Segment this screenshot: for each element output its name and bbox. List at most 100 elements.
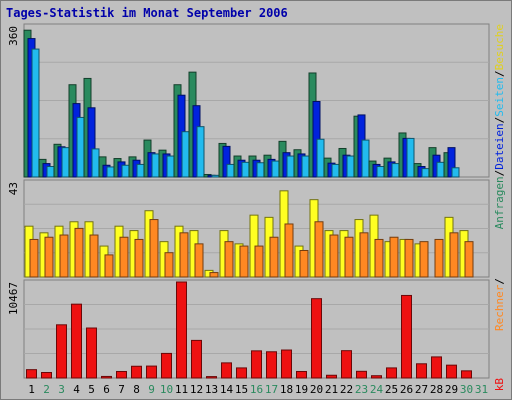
bar-bottom-kb-day-23 <box>356 370 367 379</box>
bar-middle-rechner-day-1 <box>29 238 39 278</box>
bar-top-seiten-day-1 <box>31 48 40 178</box>
bar-bottom-kb-day-30 <box>461 370 472 379</box>
right-axis-label-bottom: kB <box>493 378 506 392</box>
bar-bottom-kb-day-27 <box>416 363 427 379</box>
bar-top-seiten-day-2 <box>46 166 55 178</box>
bar-top-seiten-day-27 <box>421 168 430 178</box>
bar-bottom-kb-day-16 <box>251 350 262 379</box>
bar-top-seiten-day-11 <box>181 131 190 178</box>
day-tick-label-26: 26 <box>400 383 413 396</box>
right-axis-label-top-part: Seiten <box>493 77 506 117</box>
bar-bottom-kb-day-26 <box>401 294 412 379</box>
bar-top-seiten-day-22 <box>346 155 355 178</box>
bar-top-seiten-day-4 <box>76 116 85 178</box>
bar-bottom-kb-day-3 <box>56 324 67 379</box>
bar-bottom-kb-day-9 <box>146 365 157 379</box>
day-tick-label-5: 5 <box>88 383 95 396</box>
bar-top-seiten-day-18 <box>286 155 295 178</box>
bar-top-seiten-day-20 <box>316 138 325 178</box>
day-tick-label-15: 15 <box>235 383 248 396</box>
day-tick-label-9: 9 <box>148 383 155 396</box>
day-tick-label-3: 3 <box>58 383 65 396</box>
day-tick-label-29: 29 <box>445 383 458 396</box>
bar-middle-rechner-day-17 <box>269 236 279 278</box>
bar-bottom-kb-day-4 <box>71 303 82 379</box>
bar-bottom-kb-day-25 <box>386 367 397 379</box>
right-axis-label-middle-part: Rechner <box>493 284 506 331</box>
bar-top-seiten-day-15 <box>241 161 250 178</box>
bar-top-seiten-day-28 <box>436 161 445 178</box>
bar-bottom-kb-day-10 <box>161 352 172 379</box>
day-tick-label-11: 11 <box>175 383 188 396</box>
bar-bottom-kb-day-2 <box>41 371 52 379</box>
day-tick-label-10: 10 <box>160 383 173 396</box>
bar-middle-rechner-day-3 <box>59 234 69 278</box>
bar-top-seiten-day-25 <box>391 163 400 178</box>
bar-bottom-kb-day-17 <box>266 351 277 379</box>
bar-bottom-kb-day-11 <box>176 281 187 379</box>
bar-top-seiten-day-13 <box>211 174 220 178</box>
day-tick-label-21: 21 <box>325 383 338 396</box>
bar-middle-rechner-day-9 <box>149 219 159 278</box>
bar-middle-rechner-day-28 <box>434 238 444 278</box>
day-tick-label-14: 14 <box>220 383 234 396</box>
day-tick-label-24: 24 <box>370 383 384 396</box>
bar-top-seiten-day-7 <box>121 164 130 178</box>
bar-bottom-kb-day-13 <box>206 376 217 379</box>
bar-bottom-kb-day-28 <box>431 356 442 379</box>
bar-top-seiten-day-5 <box>91 148 100 178</box>
panel-top-max-label: 360 <box>7 26 20 46</box>
bar-middle-rechner-day-16 <box>254 245 264 278</box>
bar-middle-rechner-day-4 <box>74 227 84 278</box>
right-axis-label-top-part: / <box>493 70 506 77</box>
day-tick-label-18: 18 <box>280 383 293 396</box>
bar-top-seiten-day-17 <box>271 160 280 178</box>
bar-bottom-kb-day-21 <box>326 374 337 379</box>
right-axis-label-bottom-part: kB <box>493 378 506 392</box>
day-tick-label-16: 16 <box>250 383 263 396</box>
bar-middle-rechner-day-10 <box>164 252 174 278</box>
panel-bottom-max-label: 10467 <box>7 282 20 315</box>
bar-bottom-kb-day-24 <box>371 375 382 379</box>
bar-top-seiten-day-8 <box>136 163 145 178</box>
bar-bottom-kb-day-20 <box>311 298 322 379</box>
day-tick-label-17: 17 <box>265 383 278 396</box>
bar-middle-rechner-day-21 <box>329 234 339 278</box>
day-tick-label-8: 8 <box>133 383 140 396</box>
day-tick-label-23: 23 <box>355 383 368 396</box>
bar-middle-rechner-day-14 <box>224 241 234 278</box>
day-tick-label-12: 12 <box>190 383 203 396</box>
bar-top-seiten-day-29 <box>451 167 460 178</box>
day-tick-label-28: 28 <box>430 383 443 396</box>
bar-top-seiten-day-10 <box>166 155 175 178</box>
day-tick-label-2: 2 <box>43 383 50 396</box>
bar-bottom-kb-day-19 <box>296 370 307 379</box>
bar-bottom-kb-day-1 <box>26 369 37 379</box>
bar-middle-rechner-day-23 <box>359 232 369 278</box>
bar-top-seiten-day-21 <box>331 163 340 178</box>
bar-top-seiten-day-19 <box>301 155 310 178</box>
right-axis-label-top-part: / <box>493 117 506 124</box>
bar-middle-rechner-day-8 <box>134 238 144 278</box>
bar-top-seiten-day-23 <box>361 139 370 178</box>
day-tick-label-4: 4 <box>73 383 80 396</box>
bar-bottom-kb-day-29 <box>446 364 457 379</box>
day-tick-label-1: 1 <box>28 383 35 396</box>
right-axis-label-middle: Rechner/ <box>493 278 506 331</box>
bar-bottom-kb-day-7 <box>116 370 127 379</box>
panel-middle-max-label: 43 <box>7 182 20 195</box>
right-axis-label-top-part: Dateien <box>493 123 506 169</box>
day-tick-label-7: 7 <box>118 383 125 396</box>
bar-middle-rechner-day-20 <box>314 221 324 278</box>
bar-bottom-kb-day-6 <box>101 375 112 379</box>
bar-top-seiten-day-24 <box>376 166 385 178</box>
day-tick-label-22: 22 <box>340 383 353 396</box>
day-tick-label-30: 30 <box>460 383 473 396</box>
chart-title: Tages-Statistik im Monat September 2006 <box>6 6 288 20</box>
bar-bottom-kb-day-14 <box>221 362 232 379</box>
bar-middle-rechner-day-26 <box>404 238 414 278</box>
bar-middle-rechner-day-19 <box>299 249 309 278</box>
bar-middle-rechner-day-11 <box>179 232 189 278</box>
